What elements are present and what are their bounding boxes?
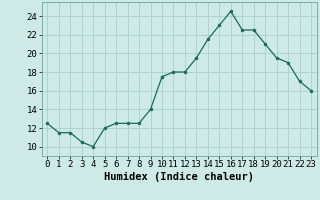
X-axis label: Humidex (Indice chaleur): Humidex (Indice chaleur) [104, 172, 254, 182]
